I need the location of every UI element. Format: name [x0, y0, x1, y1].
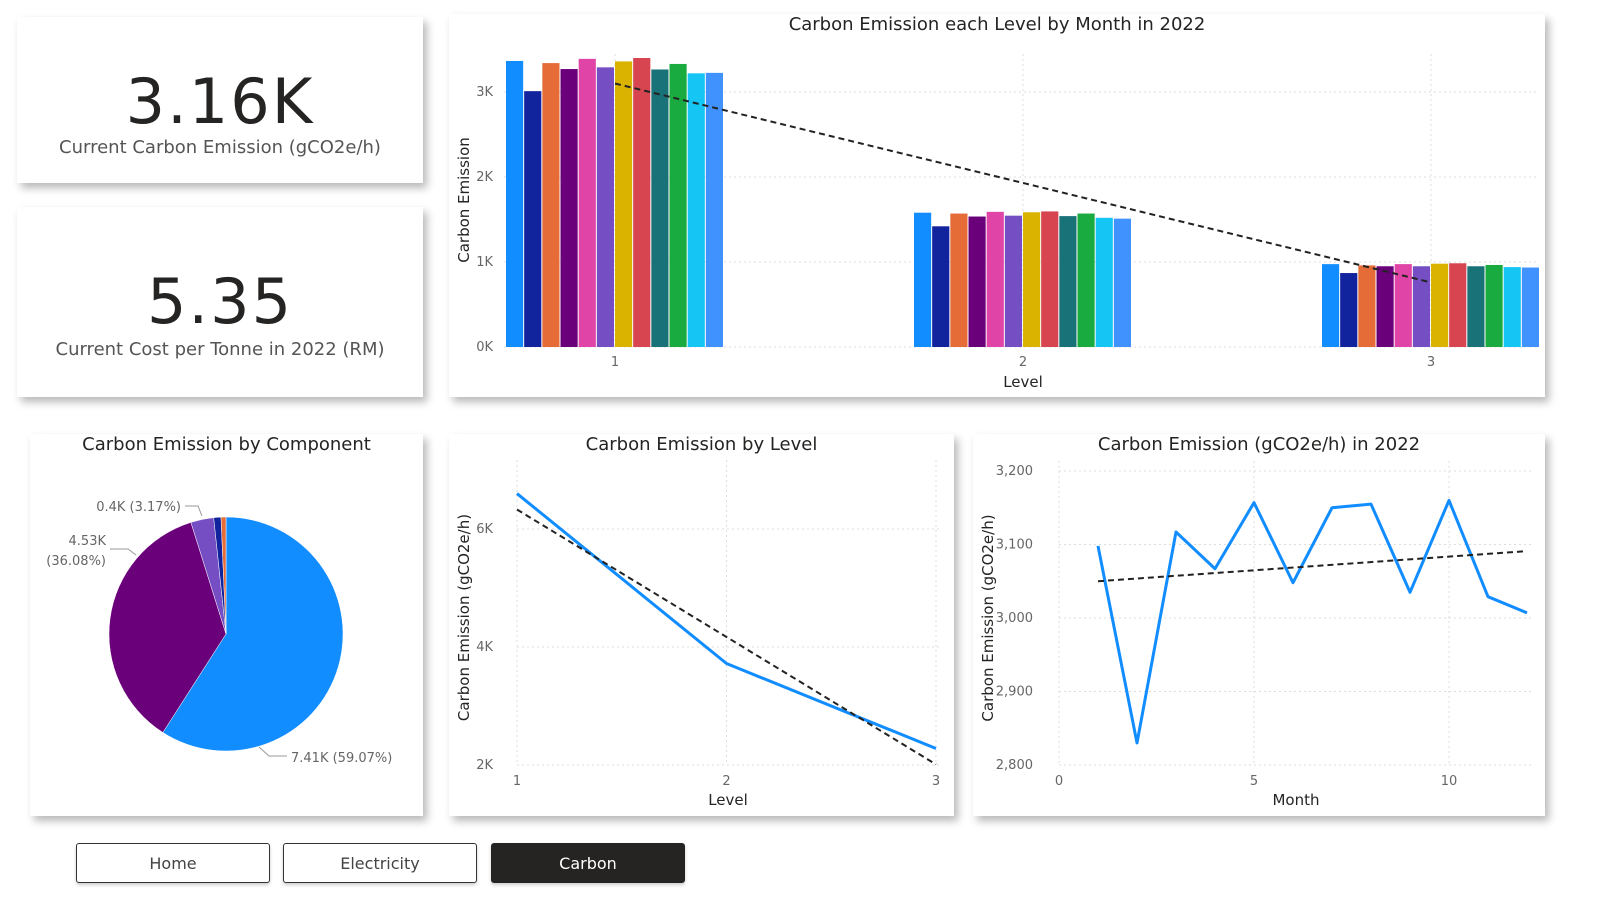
y-tick-label: 2K	[476, 758, 493, 773]
bar	[1467, 266, 1485, 347]
month-line-chart: 2,800 2,900 3,000 3,100 3,200 0 5 10 Month Carbon…	[979, 461, 1533, 809]
slice-label: 7.41K (59.07%)	[291, 751, 392, 766]
x-tick-label: 5	[1250, 774, 1258, 789]
bar	[1113, 218, 1131, 347]
bar	[560, 69, 578, 348]
bar	[986, 211, 1004, 347]
chart-title: Carbon Emission each Level by Month in 2…	[788, 14, 1206, 35]
bar	[669, 63, 687, 347]
kpi-value: 3.16K	[125, 65, 315, 138]
kpi-label: Current Carbon Emission (gCO2e/h)	[59, 137, 381, 158]
bar	[1376, 266, 1394, 347]
slice-label: (36.08%)	[46, 554, 106, 569]
bar	[596, 67, 614, 347]
bar	[705, 72, 723, 347]
bar	[1077, 213, 1095, 347]
chart-title: Carbon Emission (gCO2e/h) in 2022	[1097, 434, 1421, 455]
bar-chart: 0K 1K 2K 3K 1 2 3 Level Carbon Emission	[455, 54, 1539, 391]
x-tick-label: 1	[611, 355, 619, 370]
nav-button-home[interactable]: Home	[76, 843, 270, 883]
y-tick-label: 6K	[476, 522, 493, 537]
bar	[1340, 273, 1358, 347]
bar	[687, 73, 705, 348]
x-tick-label: 2	[722, 774, 730, 789]
y-tick-label: 3,000	[996, 611, 1033, 626]
x-tick-label: 10	[1441, 774, 1458, 789]
y-tick-label: 0K	[476, 340, 493, 355]
bar	[633, 58, 651, 347]
pie-slice	[108, 522, 227, 733]
y-tick-label: 2K	[476, 170, 493, 185]
x-axis-title: Level	[708, 791, 748, 809]
y-tick-label: 2,800	[996, 758, 1033, 773]
leader-line	[258, 746, 287, 757]
x-tick-label: 3	[1427, 355, 1435, 370]
pie-chart: 7.41K (59.07%) 4.53K (36.08%) 0.4K (3.17%)	[46, 500, 392, 766]
x-tick-label: 3	[932, 774, 940, 789]
trend-line	[1097, 550, 1528, 583]
x-tick-label: 1	[513, 774, 521, 789]
y-tick-label: 2,900	[996, 685, 1033, 700]
slice-label: 4.53K	[69, 534, 107, 549]
chart-title: Carbon Emission by Component	[82, 434, 371, 455]
bar	[1095, 217, 1113, 347]
bar	[651, 69, 669, 347]
bar	[506, 60, 524, 347]
y-tick-label: 1K	[476, 255, 493, 270]
bar	[1041, 211, 1059, 347]
level-line-chart-card: Carbon Emission by Level 2K 4K 6K 1 2 3 Level C…	[449, 434, 954, 816]
y-tick-label: 3,100	[996, 538, 1033, 553]
y-tick-label: 3,200	[996, 464, 1033, 479]
kpi-card-cost: 5.35 Current Cost per Tonne in 2022 (RM)	[17, 207, 423, 397]
trend-line	[516, 508, 937, 766]
bar	[1449, 263, 1467, 347]
bar	[524, 91, 542, 348]
x-axis-title: Level	[1003, 373, 1043, 391]
bar	[1431, 263, 1449, 347]
bar	[1394, 264, 1412, 347]
bar	[950, 213, 968, 347]
bar	[1485, 264, 1503, 347]
y-axis-title: Carbon Emission	[455, 137, 473, 263]
y-tick-label: 3K	[476, 85, 493, 100]
x-tick-label: 0	[1055, 774, 1063, 789]
bar	[1521, 267, 1539, 347]
bar	[578, 58, 596, 347]
bar	[914, 212, 932, 347]
bar	[932, 226, 950, 347]
bar	[1023, 212, 1041, 347]
nav-button-electricity[interactable]: Electricity	[283, 843, 477, 883]
chart-title: Carbon Emission by Level	[585, 434, 818, 455]
bar	[968, 216, 986, 347]
x-tick-label: 2	[1019, 355, 1027, 370]
bar	[1503, 267, 1521, 347]
x-axis-title: Month	[1272, 791, 1319, 809]
bar	[1322, 264, 1340, 347]
y-axis-title: Carbon Emission (gCO2e/h)	[455, 514, 473, 721]
bar	[615, 61, 633, 348]
kpi-card-carbon: 3.16K Current Carbon Emission (gCO2e/h)	[17, 17, 423, 183]
data-line	[1096, 498, 1528, 745]
kpi-value: 5.35	[146, 265, 294, 338]
leader-line	[185, 505, 203, 517]
pie-slice	[220, 516, 227, 635]
bar	[1358, 265, 1376, 347]
kpi-label: Current Cost per Tonne in 2022 (RM)	[55, 339, 385, 360]
nav-button-carbon[interactable]: Carbon	[491, 843, 685, 883]
level-line-chart: 2K 4K 6K 1 2 3 Level Carbon Emission (gCO2e/h)	[455, 460, 940, 809]
month-line-chart-card: Carbon Emission (gCO2e/h) in 2022 2,800 2…	[973, 434, 1545, 816]
slice-label: 0.4K (3.17%)	[96, 500, 181, 515]
leader-line	[110, 548, 137, 556]
bar	[1004, 215, 1022, 347]
bar	[1059, 216, 1077, 347]
bar-chart-card: Carbon Emission each Level by Month in 2…	[449, 14, 1545, 397]
y-tick-label: 4K	[476, 640, 493, 655]
y-axis-title: Carbon Emission (gCO2e/h)	[979, 514, 997, 721]
data-line	[516, 492, 937, 750]
pie-chart-card: Carbon Emission by Component 7.41K (59.0…	[30, 434, 423, 816]
bar	[542, 63, 560, 347]
pie-slice	[162, 516, 344, 752]
bar	[1412, 266, 1430, 347]
